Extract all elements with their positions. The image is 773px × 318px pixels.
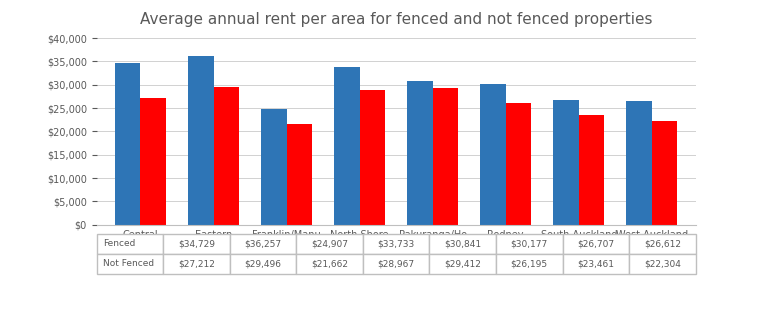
Bar	[141, 98, 166, 225]
Bar	[626, 100, 652, 225]
Bar	[334, 67, 359, 225]
Bar	[261, 108, 287, 225]
Bar	[506, 102, 531, 225]
Bar	[553, 100, 579, 225]
Bar	[407, 81, 433, 225]
Bar	[287, 124, 312, 225]
Bar	[579, 115, 604, 225]
Bar	[480, 84, 506, 225]
Bar	[359, 90, 385, 225]
Bar	[213, 87, 239, 225]
Bar	[652, 121, 677, 225]
Bar	[115, 63, 141, 225]
Title: Average annual rent per area for fenced and not fenced properties: Average annual rent per area for fenced …	[140, 12, 652, 27]
Bar	[188, 56, 213, 225]
Bar	[433, 87, 458, 225]
